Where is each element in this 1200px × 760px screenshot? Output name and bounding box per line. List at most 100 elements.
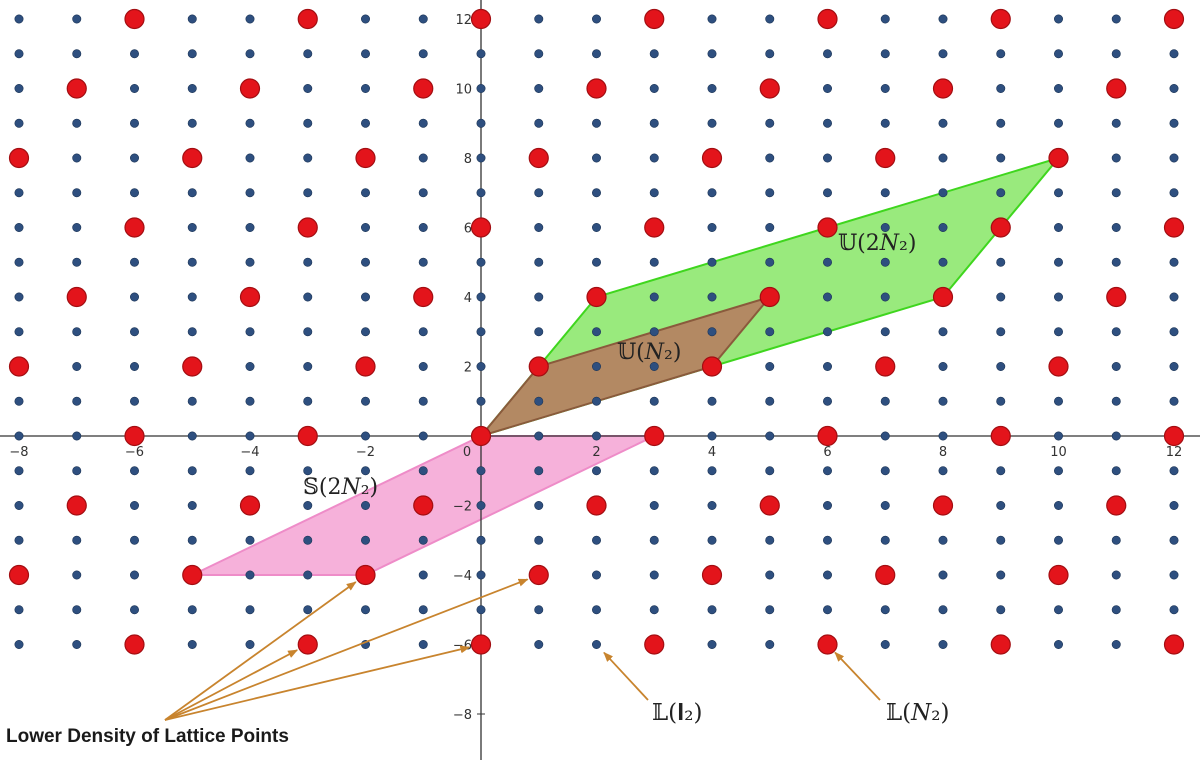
lattice-point-i2 [534,605,544,615]
lattice-point-n2 [413,286,434,308]
lattice-point-i2 [996,361,1006,371]
y-tick-label: −8 [453,708,472,723]
lattice-point-i2 [938,431,948,441]
x-tick-label: 8 [939,445,947,460]
lattice-point-i2 [534,500,544,510]
i2-label-arrow [603,651,649,701]
lattice-point-n2 [586,286,607,308]
lattice-point-i2 [996,466,1006,476]
lattice-point-n2 [470,425,492,447]
lattice-point-i2 [130,327,140,337]
lattice-point-i2 [707,396,717,406]
lattice-point-n2 [817,425,838,447]
lattice-point-i2 [1169,188,1179,198]
lattice-point-i2 [880,14,890,24]
lattice-point-i2 [418,466,428,476]
lattice-point-i2 [14,223,24,233]
lattice-point-i2 [707,223,717,233]
lattice-label-i2: 𝕃(𝐈₂) [652,700,702,726]
lattice-point-i2 [14,639,24,649]
lattice-point-i2 [996,570,1006,580]
lattice-point-i2 [591,14,601,24]
lattice-point-n2 [528,147,549,169]
lattice-point-i2 [938,49,948,59]
lattice-point-i2 [1169,118,1179,128]
lattice-point-n2 [8,147,30,169]
lattice-point-i2 [1111,466,1121,476]
lattice-point-i2 [822,605,832,615]
lattice-point-n2 [817,634,838,655]
lattice-point-i2 [1054,292,1064,302]
lattice-point-i2 [72,257,82,267]
lattice-point-n2 [1106,286,1127,308]
lattice-point-n2 [759,78,780,99]
lattice-point-i2 [1111,118,1121,128]
lattice-point-i2 [1111,605,1121,615]
lattice-point-i2 [130,605,140,615]
lattice-point-i2 [707,605,717,615]
lattice-point-i2 [822,49,832,59]
lattice-point-i2 [707,535,717,545]
lattice-point-i2 [822,361,832,371]
lattice-point-i2 [418,153,428,163]
lattice-point-n2 [66,78,87,99]
lattice-point-i2 [1169,153,1179,163]
lattice-point-i2 [360,49,370,59]
lattice-point-n2 [66,495,87,516]
lattice-point-i2 [14,49,24,59]
lattice-point-i2 [534,14,544,24]
lattice-point-i2 [591,466,601,476]
lattice-point-i2 [591,431,601,441]
lattice-point-i2 [1054,639,1064,649]
lattice-point-n2 [990,8,1011,30]
lattice-point-i2 [534,466,544,476]
lattice-point-i2 [765,49,775,59]
lattice-point-i2 [418,327,428,337]
lattice-point-n2 [1163,634,1185,655]
lattice-point-i2 [418,257,428,267]
lattice-point-i2 [130,570,140,580]
lattice-point-i2 [72,466,82,476]
lattice-point-i2 [476,188,486,198]
lattice-point-i2 [245,431,255,441]
lattice-point-i2 [14,431,24,441]
lattice-point-i2 [880,49,890,59]
lattice-point-n2 [355,356,376,377]
lattice-point-i2 [360,118,370,128]
lattice-point-n2 [932,495,954,516]
lattice-point-i2 [303,153,313,163]
lattice-point-i2 [938,570,948,580]
lattice-point-n2 [817,217,838,238]
lattice-point-i2 [649,188,659,198]
lattice-point-i2 [360,500,370,510]
lattice-point-i2 [1054,14,1064,24]
lattice-point-n2 [297,634,318,655]
lattice-point-i2 [707,639,717,649]
lattice-point-i2 [303,49,313,59]
lattice-point-i2 [534,639,544,649]
annotation-arrows [164,578,881,721]
lattice-point-i2 [880,535,890,545]
lattice-point-n2 [297,8,318,30]
lattice-point-i2 [534,223,544,233]
lattice-point-i2 [418,188,428,198]
lattice-point-i2 [880,84,890,94]
lattice-point-i2 [996,396,1006,406]
lattice-point-i2 [1054,49,1064,59]
lattice-point-i2 [476,327,486,337]
lattice-point-i2 [130,188,140,198]
lattice-point-i2 [938,361,948,371]
lattice-point-i2 [822,188,832,198]
lattice-point-i2 [591,49,601,59]
lattice-point-i2 [707,292,717,302]
lattice-point-i2 [880,466,890,476]
lattice-point-i2 [996,84,1006,94]
lattice-point-i2 [14,396,24,406]
lattice-point-i2 [765,396,775,406]
lattice-point-i2 [187,639,197,649]
lattice-point-i2 [187,188,197,198]
lattice-point-i2 [822,257,832,267]
lattice-point-i2 [1111,535,1121,545]
lattice-point-i2 [303,570,313,580]
lattice-point-i2 [591,223,601,233]
